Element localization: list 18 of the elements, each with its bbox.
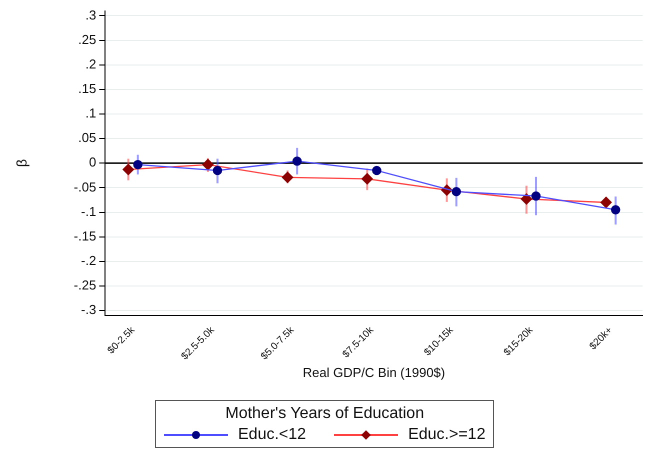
y-tick-label: .2 <box>85 56 96 72</box>
y-tick-label: .15 <box>78 80 96 96</box>
y-tick-label: .1 <box>85 106 96 121</box>
y-tick-label: -.3 <box>81 302 96 318</box>
y-tick-label: -.15 <box>74 228 96 244</box>
y-tick-label: -.1 <box>81 204 96 219</box>
y-tick-label: .25 <box>78 32 96 47</box>
y-axis-title: β <box>13 159 30 168</box>
y-tick-label: .05 <box>78 130 96 146</box>
y-tick-label: -.05 <box>74 179 96 194</box>
legend-label: Educ.>=12 <box>408 426 486 444</box>
legend-title: Mother's Years of Education <box>224 405 426 423</box>
x-axis-title: Real GDP/C Bin (1990$) <box>302 364 446 380</box>
y-tick-label: -.25 <box>74 278 96 293</box>
y-tick-label: 0 <box>88 154 96 170</box>
y-tick-label: .3 <box>85 7 96 22</box>
y-tick-label: -.2 <box>81 252 96 268</box>
legend-label: Educ.<12 <box>238 426 306 444</box>
